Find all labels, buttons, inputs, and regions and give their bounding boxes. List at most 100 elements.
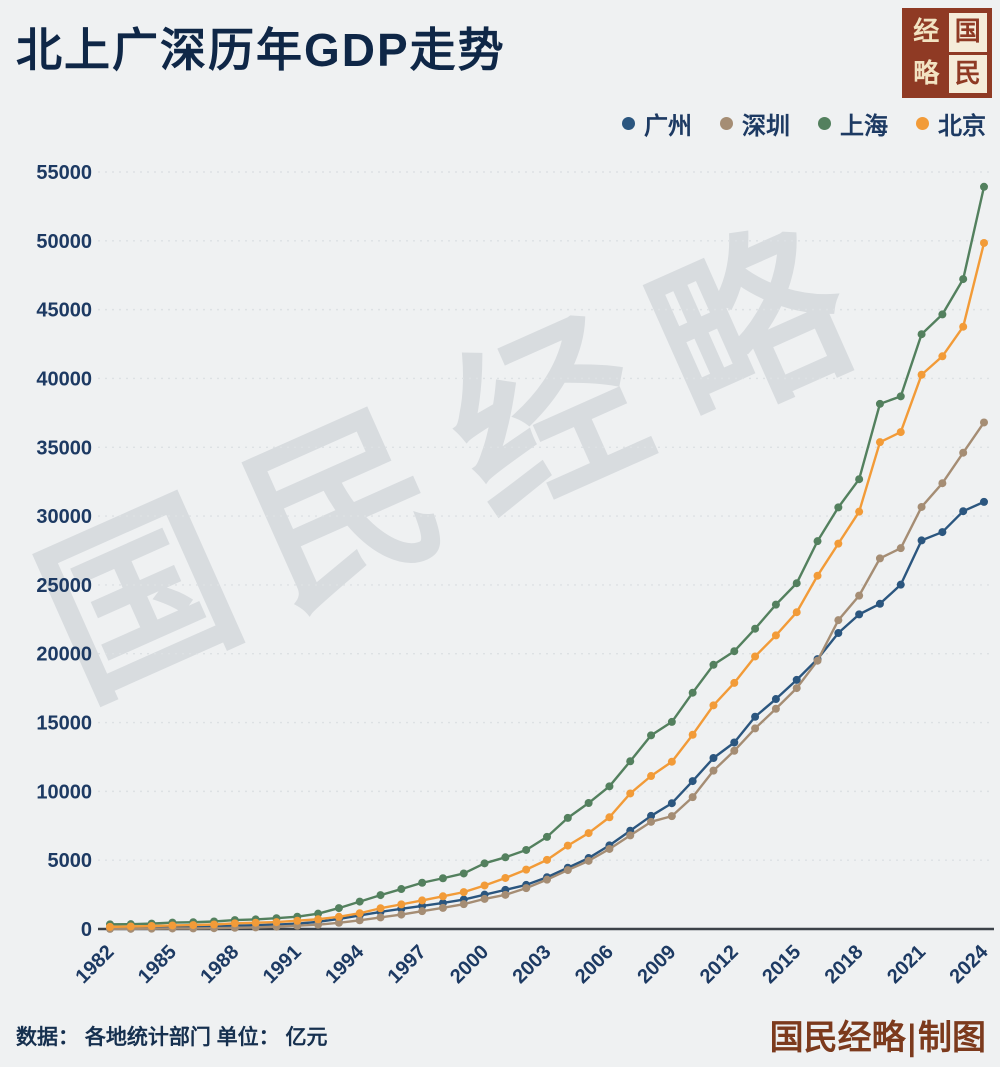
data-point <box>147 922 156 931</box>
y-axis-tick-label: 5000 <box>48 850 93 872</box>
x-axis-tick-label: 1997 <box>384 941 431 988</box>
data-point <box>251 918 260 927</box>
data-point <box>813 656 822 665</box>
y-axis-tick-label: 35000 <box>36 437 92 459</box>
legend-item-2: 上海 <box>818 106 888 141</box>
data-point <box>459 900 468 909</box>
data-point <box>314 915 323 924</box>
data-point <box>480 859 489 868</box>
data-point <box>376 904 385 913</box>
data-point <box>626 831 635 840</box>
data-point <box>980 182 988 191</box>
data-point <box>334 904 343 913</box>
logo-char: 民 <box>948 54 987 93</box>
data-source-note: 数据： 各地统计部门 单位： 亿元 <box>16 1026 328 1049</box>
data-point <box>418 878 427 887</box>
data-point <box>314 909 323 918</box>
data-point <box>543 855 551 864</box>
data-point <box>709 660 718 669</box>
data-point <box>771 631 780 640</box>
legend-dot-icon <box>916 117 929 130</box>
data-point <box>834 503 843 512</box>
data-point <box>688 730 697 739</box>
data-point <box>875 438 884 447</box>
legend-dot-icon <box>720 117 733 130</box>
data-point <box>730 678 739 687</box>
data-point <box>189 921 198 930</box>
data-point <box>959 507 968 516</box>
data-point <box>917 502 926 511</box>
legend-label: 深圳 <box>742 113 790 140</box>
brand-seal-logo: 经 国 略 民 <box>902 8 992 98</box>
x-axis-tick-label: 2012 <box>696 941 743 988</box>
data-point <box>480 881 489 890</box>
data-point <box>376 913 385 922</box>
data-point <box>938 528 947 537</box>
data-point <box>771 600 780 609</box>
data-point <box>418 907 427 916</box>
x-axis-tick-label: 2021 <box>883 941 930 988</box>
data-point <box>355 909 364 918</box>
data-point <box>626 789 635 798</box>
data-point <box>792 675 801 684</box>
data-point <box>563 813 572 822</box>
data-point <box>688 688 697 697</box>
data-point <box>584 799 593 808</box>
y-axis-tick-label: 55000 <box>36 162 92 184</box>
data-point <box>397 900 406 909</box>
legend: 广州 深圳 上海 北京 <box>622 106 986 141</box>
data-point <box>855 610 864 619</box>
data-point <box>355 916 364 925</box>
series-line-1 <box>108 421 986 931</box>
data-point <box>376 891 385 900</box>
x-axis-tick-label: 1988 <box>196 941 243 988</box>
y-axis-tick-label: 40000 <box>36 368 92 390</box>
logo-char: 经 <box>907 13 946 52</box>
data-point <box>647 811 656 820</box>
data-point <box>709 701 718 710</box>
data-point <box>834 539 843 548</box>
data-point <box>459 869 468 878</box>
y-axis-tick-label: 10000 <box>36 781 92 803</box>
legend-label: 北京 <box>938 113 986 140</box>
data-point <box>813 571 822 580</box>
data-point <box>522 865 531 874</box>
data-point <box>438 874 447 883</box>
data-point <box>751 652 760 661</box>
data-point <box>730 647 739 656</box>
data-point <box>855 507 864 516</box>
data-point <box>106 922 114 931</box>
data-point <box>667 717 676 726</box>
data-point <box>751 712 760 721</box>
data-point <box>834 629 843 638</box>
data-point <box>855 591 864 600</box>
data-point <box>730 746 739 755</box>
data-point <box>459 888 468 897</box>
data-point <box>938 479 947 488</box>
data-point <box>334 918 343 927</box>
data-point <box>896 392 905 401</box>
data-point <box>709 754 718 763</box>
y-axis-tick-label: 45000 <box>36 300 92 322</box>
data-point <box>917 370 926 379</box>
credit-note: 国民经略|制图 <box>769 1018 986 1058</box>
data-point <box>980 497 988 506</box>
data-point <box>813 537 822 546</box>
data-point <box>667 799 676 808</box>
x-axis-tick-label: 2024 <box>946 940 994 988</box>
data-point <box>896 580 905 589</box>
data-point <box>959 448 968 457</box>
y-axis-tick-label: 0 <box>81 919 92 941</box>
data-point <box>647 772 656 781</box>
data-point <box>647 817 656 826</box>
data-point <box>792 684 801 693</box>
data-point <box>418 896 427 905</box>
data-point <box>501 890 510 899</box>
data-point <box>563 841 572 850</box>
y-axis-tick-label: 20000 <box>36 644 92 666</box>
y-axis-tick-label: 50000 <box>36 231 92 253</box>
data-point <box>168 921 177 930</box>
x-axis-tick-label: 2015 <box>758 941 805 988</box>
